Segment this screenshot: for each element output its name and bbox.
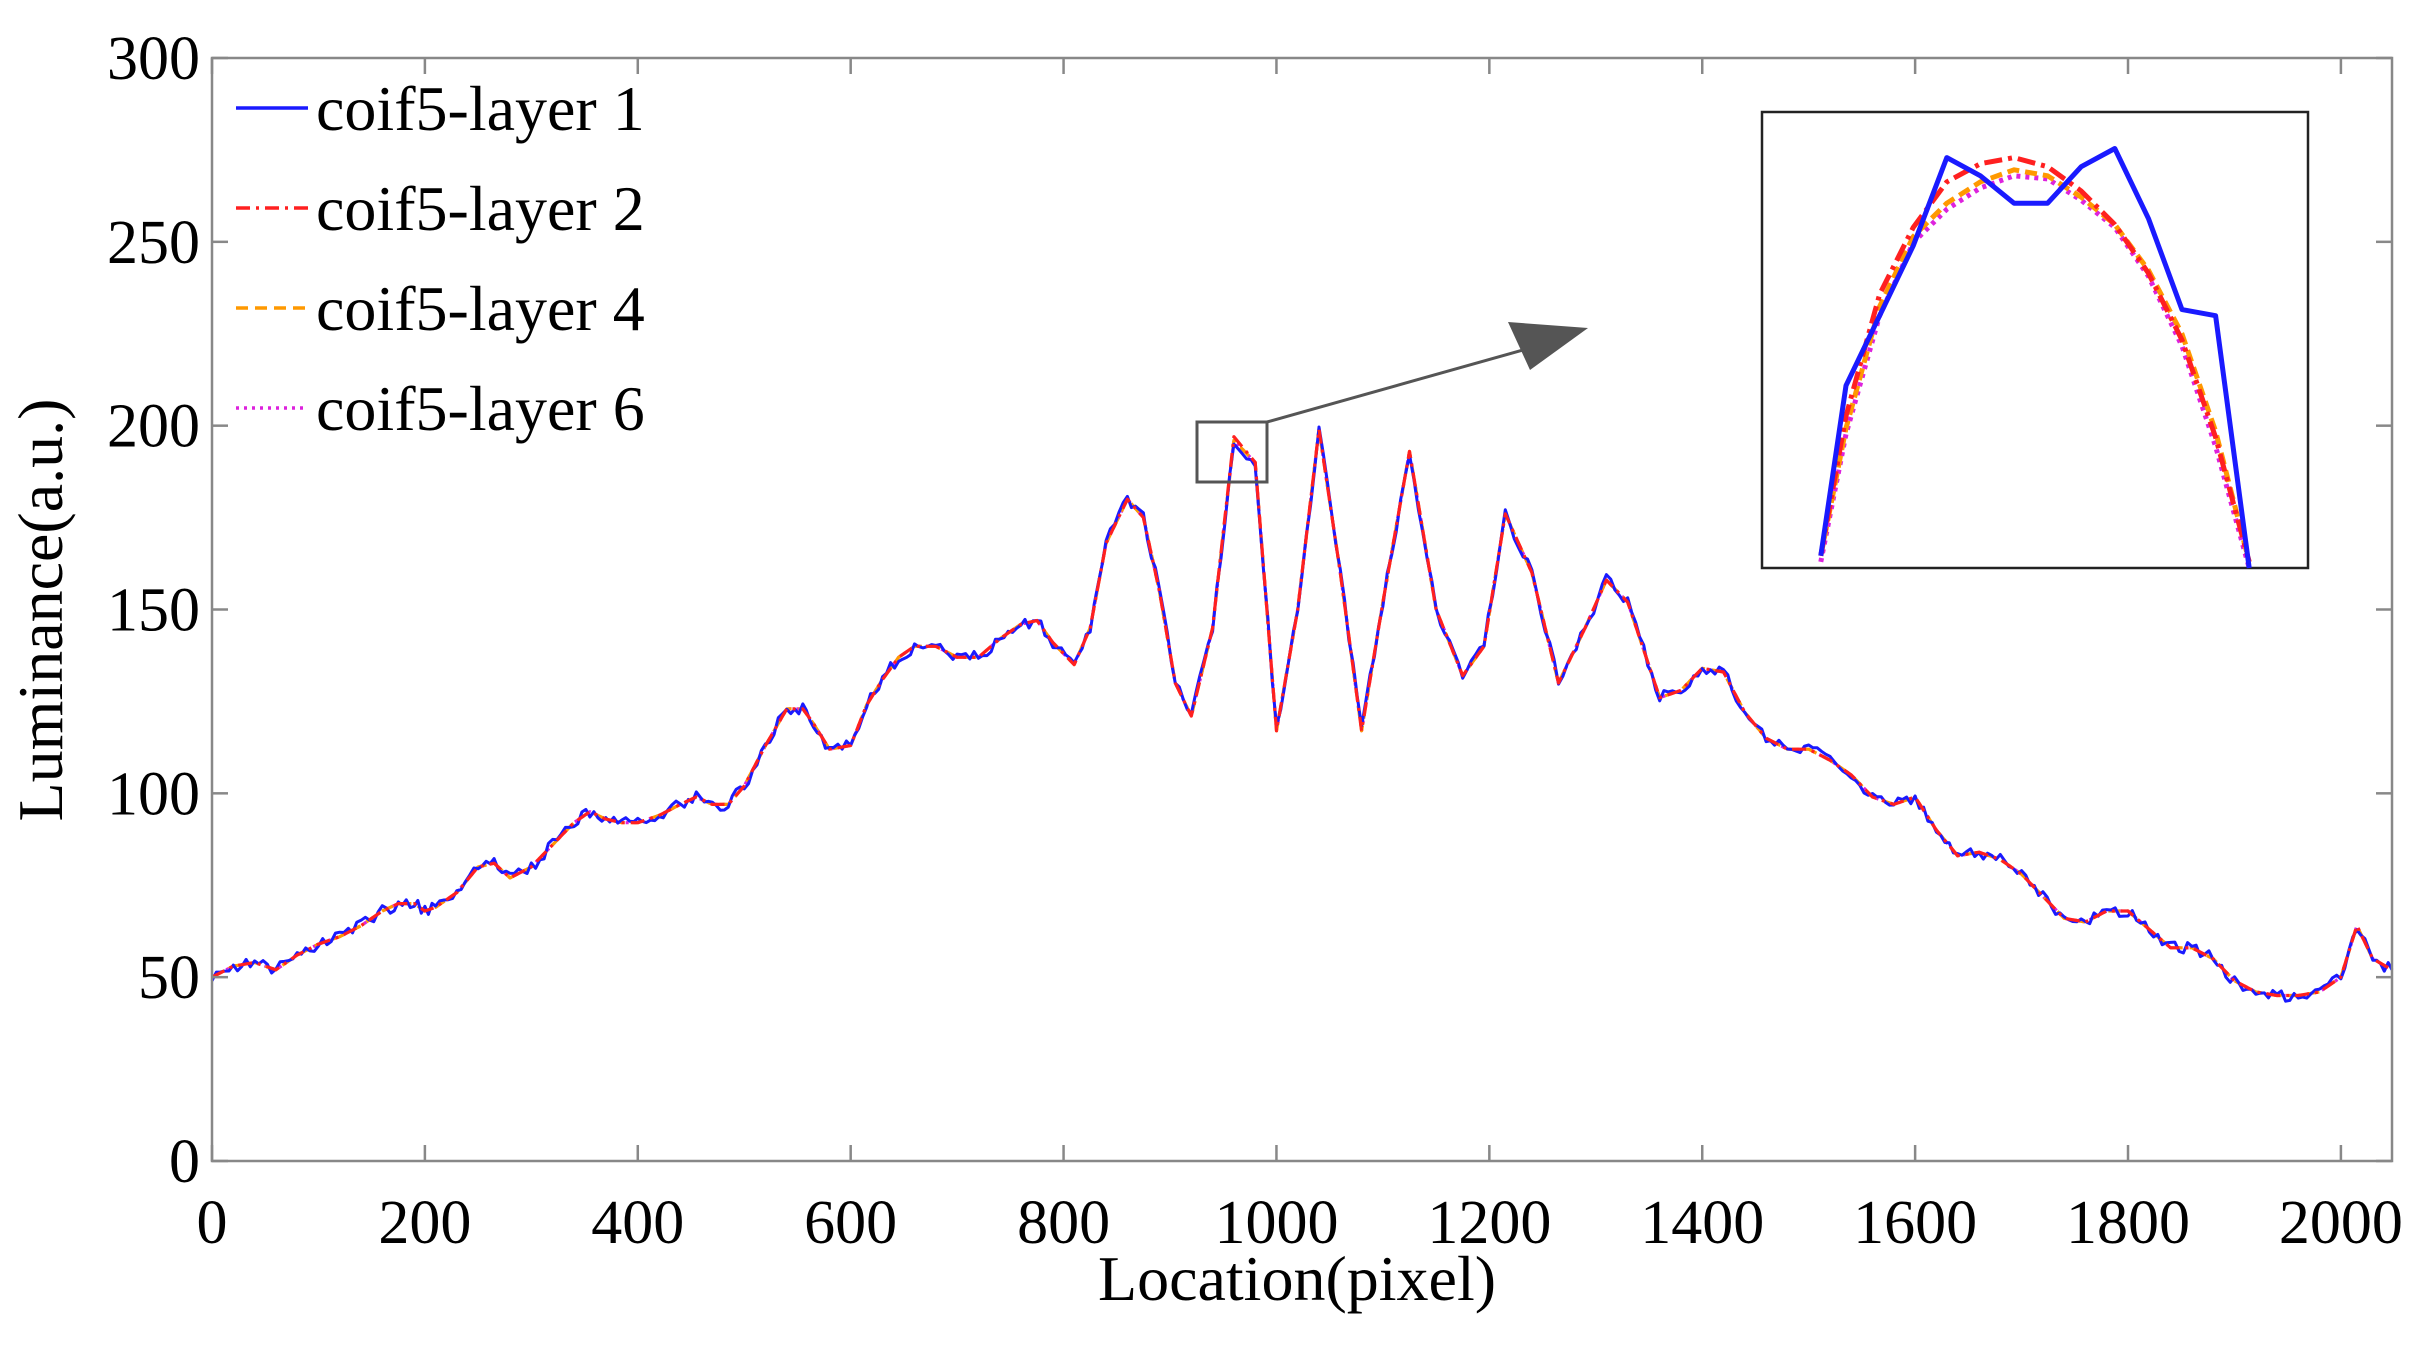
zoom-inset-series xyxy=(1818,146,2252,569)
legend: coif5-layer 1 coif5-layer 2 coif5-layer 4 c… xyxy=(236,73,645,444)
x-tick-label: 0 xyxy=(197,1189,228,1257)
y-axis-label: Luminance(a.u.) xyxy=(5,399,76,822)
legend-label: coif5-layer 4 xyxy=(316,273,645,344)
axis-labels: Location(pixel) Luminance(a.u.) xyxy=(5,399,1496,1314)
inset-line-coif5-layer-2 xyxy=(1818,155,2252,563)
y-tick-label: 50 xyxy=(138,944,200,1012)
inset-line-coif5-layer-4 xyxy=(1818,167,2252,563)
legend-label: coif5-layer 1 xyxy=(316,73,645,144)
ticks-layer: 0 200 400 600 800 1000 1200 1400 1600 1800 2000 0 50… xyxy=(107,25,2403,1257)
inset-line-coif5-layer-1 xyxy=(1818,146,2252,569)
x-tick-label: 800 xyxy=(1017,1189,1110,1257)
zoom-arrow-head xyxy=(1508,322,1588,370)
y-tick-label: 200 xyxy=(107,393,200,461)
x-tick-label: 1200 xyxy=(1427,1189,1551,1257)
y-tick-label: 300 xyxy=(107,25,200,93)
x-tick-label: 1400 xyxy=(1640,1189,1764,1257)
zoom-source-box xyxy=(1195,420,1269,484)
x-axis-label: Location(pixel) xyxy=(1098,1243,1496,1314)
y-tick-label: 0 xyxy=(169,1128,200,1196)
y-tick-label: 250 xyxy=(107,209,200,277)
x-tick-label: 1800 xyxy=(2066,1189,2190,1257)
series-layer xyxy=(210,425,2394,1003)
x-tick-label: 1000 xyxy=(1214,1189,1338,1257)
x-tick-label: 400 xyxy=(591,1189,684,1257)
zoom-arrow-shaft xyxy=(1266,346,1531,424)
x-tick-label: 200 xyxy=(378,1189,471,1257)
x-tick-label: 2000 xyxy=(2279,1189,2403,1257)
legend-label: coif5-layer 2 xyxy=(316,173,645,244)
x-tick-label: 600 xyxy=(804,1189,897,1257)
zoom-inset-frame xyxy=(1760,110,2310,570)
zoom-layer xyxy=(1195,110,2310,570)
legend-label: coif5-layer 6 xyxy=(316,373,645,444)
y-tick-label: 100 xyxy=(107,760,200,828)
x-tick-label: 1600 xyxy=(1853,1189,1977,1257)
y-tick-label: 150 xyxy=(107,577,200,645)
